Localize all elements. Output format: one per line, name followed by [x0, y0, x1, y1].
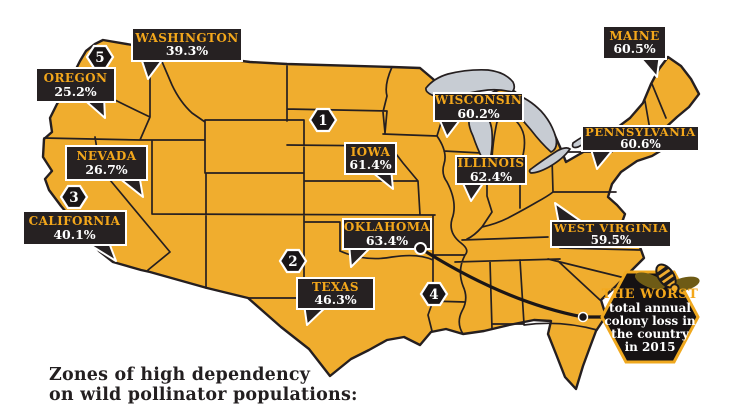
state-label-maine: MAINE 60.5%: [602, 25, 667, 60]
state-value: 46.3%: [314, 292, 357, 308]
zone-badge-2-number: 2: [288, 254, 297, 270]
state-label-texas: TEXAS 46.3%: [296, 277, 375, 310]
worst-loss-callout: THE WORST total annual colony loss in th…: [600, 263, 700, 364]
state-label-wisconsin: WISCONSIN 60.2%: [433, 92, 524, 122]
worst-loss-hexagon: [600, 270, 700, 364]
state-value: 63.4%: [365, 232, 409, 248]
caption-line-1: Zones of high dependency: [49, 365, 311, 385]
state-value: 60.5%: [613, 41, 656, 57]
state-name: IOWA: [350, 144, 391, 159]
state-name: OREGON: [43, 71, 108, 86]
caption-line-2: on wild pollinator populations:: [49, 385, 358, 405]
state-name: WASHINGTON: [135, 30, 239, 45]
state-name: PENNSYLVANIA: [585, 125, 696, 140]
state-label-washington: WASHINGTON 39.3%: [131, 27, 243, 62]
state-name: MAINE: [609, 28, 660, 43]
state-value: 61.4%: [349, 157, 392, 173]
worst-loss-line3: the country: [611, 327, 690, 341]
worst-loss-connector-line: [419, 246, 602, 319]
state-value: 60.6%: [620, 137, 661, 152]
lake-erie: [528, 147, 572, 174]
state-name: OKLAHOMA: [343, 220, 431, 235]
zone-badge-2: 2: [278, 248, 308, 274]
state-name: ILLINOIS: [457, 156, 525, 171]
state-value: 60.2%: [457, 105, 500, 121]
zone-badge-5: 5: [85, 44, 115, 70]
zone-badge-5-number: 5: [95, 50, 104, 66]
state-label-oregon: OREGON 25.2%: [35, 67, 116, 103]
great-lakes: [425, 68, 601, 174]
worst-loss-line1: total annual: [609, 301, 691, 315]
state-label-iowa: IOWA 61.4%: [344, 142, 397, 175]
state-value: 25.2%: [54, 83, 97, 99]
state-name: CALIFORNIA: [28, 214, 121, 229]
state-label-west-virginia: WEST VIRGINIA 59.5%: [550, 220, 672, 248]
zone-badge-3: 3: [59, 184, 89, 210]
oklahoma-connector-dot: [414, 242, 427, 255]
worst-loss-line4: in 2015: [625, 340, 676, 354]
zone-badge-4-number: 4: [429, 287, 438, 303]
worst-loss-headline: THE WORST: [602, 287, 699, 302]
zone-badge-1: 1: [308, 107, 338, 133]
zone-badges: 1 2 3 4 5: [59, 44, 449, 307]
state-name: WEST VIRGINIA: [553, 220, 669, 235]
state-value: 62.4%: [469, 168, 513, 184]
state-name: TEXAS: [312, 279, 359, 294]
state-value: 26.7%: [85, 161, 128, 177]
connector-endpoint-dot: [577, 311, 589, 323]
map-caption: Zones of high dependency on wild pollina…: [49, 365, 358, 405]
state-label-nevada: NEVADA 26.7%: [65, 145, 148, 181]
zone-badge-3-number: 3: [69, 190, 78, 206]
bee-icon: [634, 263, 700, 294]
zone-badge-1-number: 1: [318, 113, 327, 129]
zone-badge-4: 4: [419, 281, 449, 307]
state-name: NEVADA: [76, 149, 137, 164]
state-value: 40.1%: [53, 226, 96, 242]
state-label-pennsylvania: PENNSYLVANIA 60.6%: [581, 125, 700, 152]
state-label-illinois: ILLINOIS 62.4%: [455, 155, 527, 185]
state-label-oklahoma: OKLAHOMA 63.4%: [342, 218, 432, 250]
worst-loss-line2: colony loss in: [604, 314, 696, 328]
state-value: 59.5%: [590, 232, 632, 247]
state-label-california: CALIFORNIA 40.1%: [22, 210, 127, 246]
state-value: 39.3%: [165, 43, 209, 59]
state-name: WISCONSIN: [434, 93, 523, 108]
